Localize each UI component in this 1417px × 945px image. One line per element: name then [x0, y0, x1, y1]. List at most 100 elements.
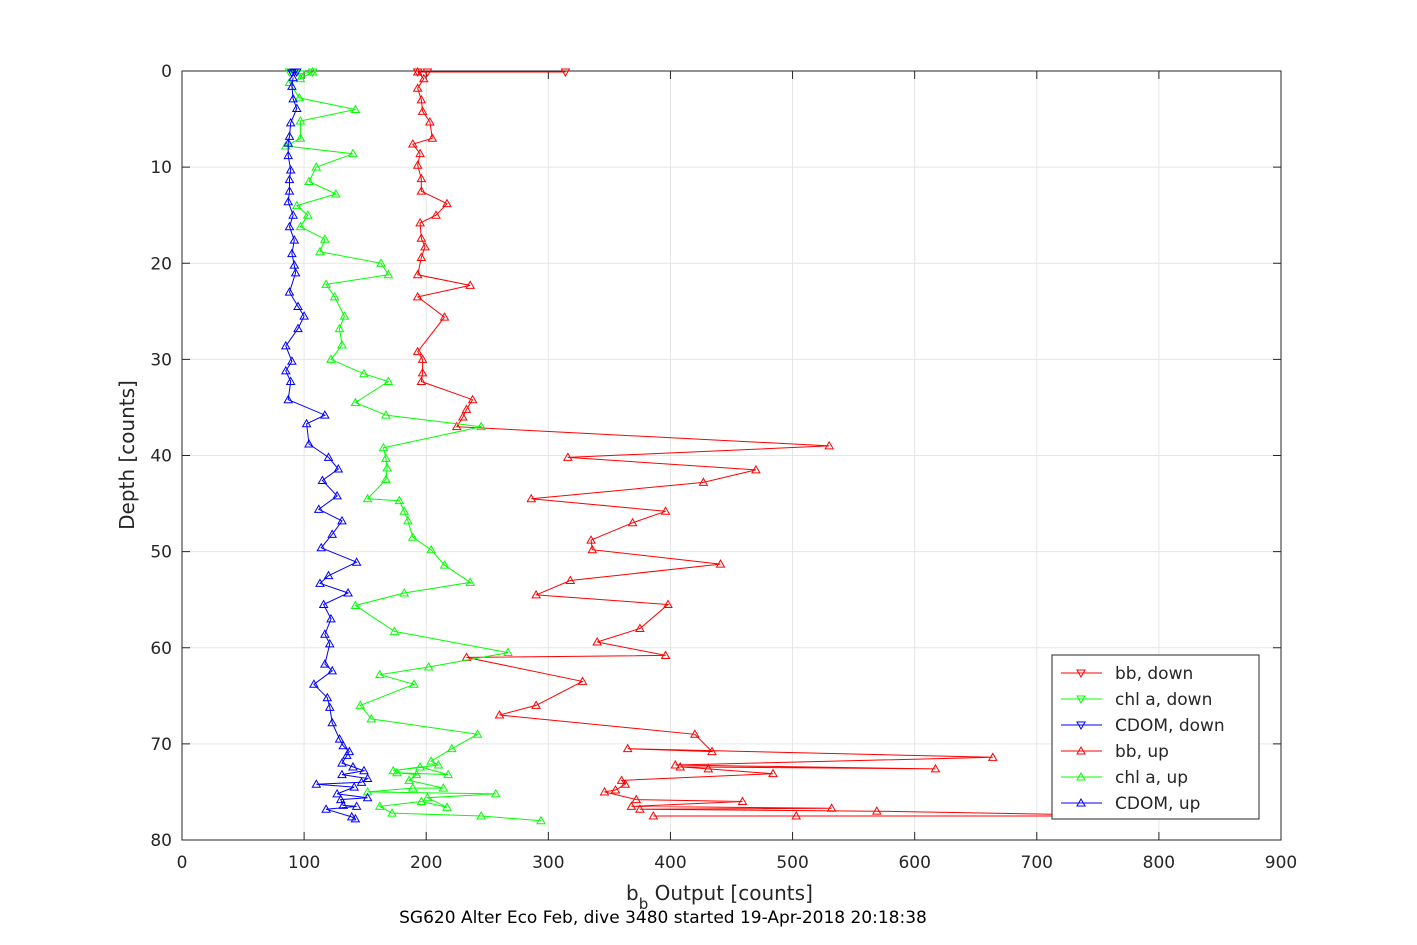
data-point: [337, 758, 347, 767]
data-point: [362, 773, 373, 782]
data-point: [690, 729, 700, 738]
data-point: [415, 217, 425, 227]
data-point: [670, 760, 681, 769]
series-chl-a-up: [280, 66, 546, 825]
data-point: [715, 559, 726, 568]
data-point: [318, 599, 329, 608]
data-point: [288, 210, 298, 219]
data-point: [442, 802, 452, 811]
legend-swatch-marker: [1076, 695, 1086, 705]
figure-caption: SG620 Alter Eco Feb, dive 3480 started 1…: [399, 908, 927, 928]
data-point: [304, 176, 314, 186]
data-point: [423, 661, 434, 671]
x-tick-label: 600: [898, 853, 930, 873]
data-point: [324, 638, 335, 648]
data-point: [412, 83, 423, 92]
data-point: [376, 258, 386, 267]
data-point: [330, 189, 341, 198]
data-point: [321, 279, 331, 288]
data-point: [420, 241, 430, 251]
data-point: [586, 535, 596, 544]
data-point: [465, 577, 476, 586]
data-point: [930, 763, 941, 773]
data-point: [635, 804, 645, 813]
data-point: [409, 679, 419, 688]
data-point: [326, 354, 336, 363]
data-point: [826, 803, 837, 812]
data-point: [599, 786, 610, 796]
x-tick-label: 900: [1265, 853, 1297, 873]
data-point: [412, 346, 423, 356]
data-point: [280, 340, 291, 350]
data-point: [332, 490, 342, 500]
legend-item: CDOM, down: [1061, 716, 1225, 736]
data-point: [351, 557, 362, 566]
data-point: [316, 542, 327, 552]
legend-label: chl a, down: [1115, 690, 1212, 710]
data-point: [333, 463, 344, 473]
data-point: [362, 786, 373, 796]
data-point: [283, 394, 294, 404]
data-point: [378, 442, 389, 452]
data-point: [660, 506, 671, 515]
data-point: [287, 81, 297, 90]
legend-label: bb, up: [1115, 742, 1169, 762]
data-point: [431, 210, 441, 219]
data-point: [411, 769, 422, 779]
data-point: [382, 462, 393, 472]
data-point: [315, 246, 325, 256]
y-tick-label: 40: [150, 447, 172, 467]
data-point: [291, 68, 302, 77]
data-point: [283, 138, 294, 147]
data-point: [295, 133, 306, 142]
data-point: [284, 221, 295, 231]
data-point: [285, 117, 296, 127]
data-point: [587, 544, 598, 554]
data-point: [350, 813, 361, 823]
data-point: [293, 301, 303, 311]
data-point: [295, 115, 306, 125]
legend-swatch-marker: [1076, 797, 1086, 807]
data-point: [329, 291, 340, 301]
data-point: [768, 768, 778, 778]
x-axis-label: bb Output [counts]: [626, 881, 813, 913]
x-tick-label: 200: [410, 853, 442, 873]
data-point: [350, 397, 361, 407]
data-point: [351, 801, 362, 810]
data-point: [327, 529, 338, 538]
data-point: [381, 410, 391, 419]
data-point: [290, 267, 301, 277]
data-point: [291, 200, 302, 210]
data-point: [287, 69, 297, 78]
x-tick-label: 0: [177, 853, 188, 873]
data-point: [343, 587, 353, 597]
data-point: [311, 779, 322, 788]
data-point: [660, 650, 671, 659]
data-point: [289, 235, 300, 244]
legend-swatch-marker: [1076, 771, 1086, 781]
data-point: [322, 692, 333, 702]
series-layer: [280, 66, 1157, 825]
data-point: [416, 376, 427, 385]
data-point: [295, 73, 306, 83]
data-point: [503, 647, 513, 657]
data-point: [417, 367, 428, 377]
legend-swatch-marker: [1076, 669, 1086, 679]
data-point: [472, 729, 483, 738]
data-point: [295, 221, 306, 231]
series-bb-up: [407, 66, 1157, 820]
data-point: [320, 629, 330, 638]
data-point: [565, 575, 576, 584]
x-tick-label: 700: [1021, 853, 1053, 873]
data-point: [388, 765, 399, 775]
data-point: [284, 174, 295, 184]
data-point: [294, 92, 305, 102]
data-point: [288, 72, 298, 82]
data-point: [334, 734, 345, 743]
data-point: [407, 139, 418, 148]
data-point: [338, 740, 349, 750]
data-point: [415, 761, 425, 771]
data-point: [703, 763, 714, 773]
data-point: [334, 323, 345, 333]
